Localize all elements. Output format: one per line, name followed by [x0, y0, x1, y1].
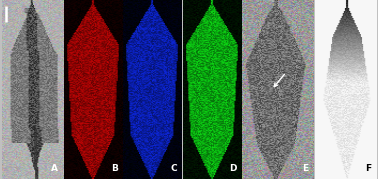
Text: B: B — [111, 164, 118, 173]
Text: C: C — [170, 164, 177, 173]
Text: F: F — [365, 164, 371, 173]
Text: A: A — [51, 164, 58, 173]
Text: E: E — [302, 164, 308, 173]
Text: D: D — [229, 164, 236, 173]
